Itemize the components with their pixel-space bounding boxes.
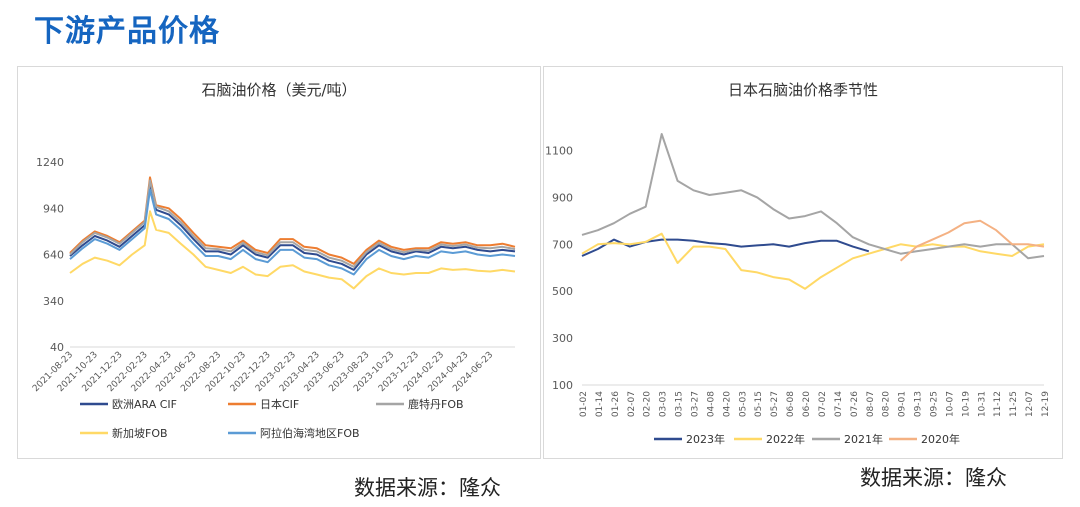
chart-panel-left: 石脑油价格（美元/吨） 40 340 640 940 1240 2021-08-23 2021…: [17, 66, 541, 459]
y-tick-label: 340: [43, 295, 64, 308]
japan-naphtha-seasonality-chart: 日本石脑油价格季节性 100 300 500 700 900 1100 01-02 01-14 0…: [545, 81, 1051, 446]
y-tick-label: 300: [552, 332, 573, 345]
chart-title: 日本石脑油价格季节性: [728, 81, 878, 99]
x-tick-label: 01-26: [611, 391, 621, 417]
y-tick-label: 640: [43, 249, 64, 262]
legend-label: 新加坡FOB: [112, 426, 168, 440]
x-tick-label: 10-07: [945, 391, 955, 417]
x-tick-label: 01-02: [579, 391, 589, 417]
y-tick-label: 100: [552, 379, 573, 392]
legend-label: 欧洲ARA CIF: [112, 398, 177, 411]
legend-label: 日本CIF: [260, 397, 299, 411]
x-tick-label: 11-12: [993, 391, 1003, 417]
x-tick-label: 10-31: [977, 391, 987, 417]
page-heading: 下游产品价格: [34, 14, 220, 49]
series-line: [69, 188, 516, 276]
x-tick-label: 10-19: [961, 391, 971, 417]
x-tick-label: 07-14: [834, 391, 844, 417]
x-tick-label: 08-07: [866, 391, 876, 417]
y-tick-label: 40: [50, 341, 64, 354]
x-tick-label: 02-07: [627, 391, 637, 417]
x-tick-label: 12-19: [1041, 391, 1051, 417]
x-tick-label: 09-01: [898, 391, 908, 417]
x-tick-label: 05-15: [754, 391, 764, 417]
y-tick-label: 1240: [36, 156, 64, 169]
x-tick-label: 05-27: [770, 391, 780, 417]
legend-label: 2022年: [766, 432, 805, 446]
legend-label: 2023年: [686, 432, 725, 446]
series-line: [69, 210, 516, 290]
x-tick-label: 04-08: [706, 391, 716, 417]
x-tick-label: 11-25: [1009, 391, 1019, 417]
chart-title: 石脑油价格（美元/吨）: [201, 81, 356, 99]
x-tick-label: 09-13: [914, 391, 924, 417]
source-note-left: 数据来源：隆众: [354, 476, 501, 500]
legend-label: 2020年: [921, 432, 960, 446]
x-tick-label: 09-25: [929, 391, 939, 417]
x-tick-label: 06-08: [786, 391, 796, 417]
x-tick-label: 03-03: [659, 391, 669, 417]
x-tick-label: 08-20: [882, 391, 892, 417]
legend-label: 鹿特丹FOB: [408, 397, 464, 411]
x-tick-label: 07-02: [818, 391, 828, 417]
x-tick-label: 12-07: [1025, 391, 1035, 417]
x-tick-label: 02-20: [643, 391, 653, 417]
legend-label: 2021年: [844, 432, 883, 446]
y-tick-label: 500: [552, 285, 573, 298]
source-note-right: 数据来源：隆众: [860, 466, 1007, 490]
series-line: [581, 232, 1045, 290]
x-tick-label: 06-20: [802, 391, 812, 417]
series-line: [899, 219, 1045, 262]
naphtha-price-chart: 石脑油价格（美元/吨）4034064094012402021-08-232021…: [31, 81, 516, 440]
x-tick-label: 03-15: [675, 391, 685, 417]
y-tick-label: 1100: [545, 144, 573, 157]
y-tick-label: 900: [552, 191, 573, 204]
legend-label: 阿拉伯海湾地区FOB: [260, 426, 360, 440]
x-tick-label: 05-03: [738, 391, 748, 417]
x-tick-label: 03-27: [691, 391, 701, 417]
x-tick-label: 01-14: [595, 391, 605, 417]
series-line: [581, 238, 870, 257]
x-tick-label: 04-20: [722, 391, 732, 417]
x-tick-label: 07-26: [850, 391, 860, 417]
y-tick-label: 700: [552, 238, 573, 251]
chart-panel-right: 日本石脑油价格季节性 100 300 500 700 900 1100 01-02 01-14 0…: [543, 66, 1063, 459]
y-tick-label: 940: [43, 202, 64, 215]
series-line: [581, 133, 1045, 260]
series-line: [69, 179, 516, 268]
